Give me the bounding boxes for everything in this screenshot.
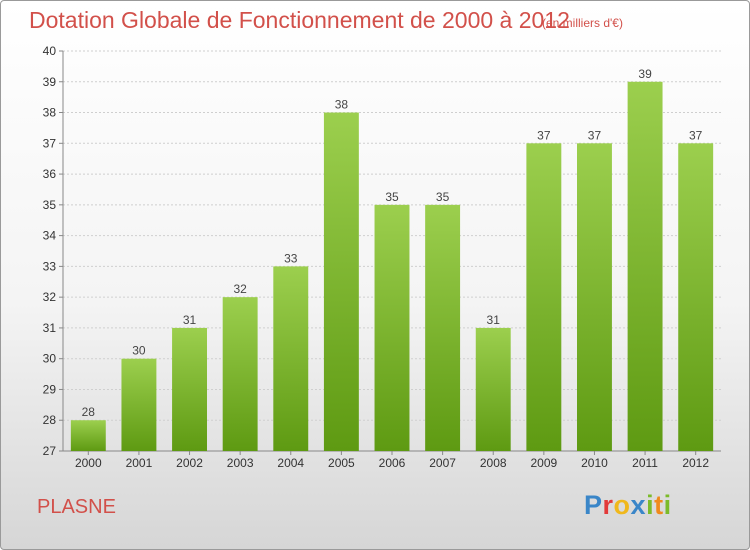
bar-value-label: 31 [183,313,197,327]
y-tick-label: 34 [43,229,57,243]
bar [374,204,410,451]
y-tick-label: 29 [43,382,57,396]
logo-letter: x [630,490,647,520]
y-tick-label: 37 [43,136,57,150]
bar-value-label: 37 [588,128,602,142]
bar [172,327,208,451]
y-tick-label: 28 [43,413,57,427]
bar-value-label: 28 [82,405,96,419]
x-tick-label: 2000 [75,456,102,470]
bar [526,143,562,452]
y-tick-label: 32 [43,290,57,304]
bar [222,297,258,451]
y-tick-label: 40 [43,44,57,58]
bar [627,81,663,452]
x-tick-label: 2010 [581,456,608,470]
bar-value-label: 37 [537,128,551,142]
bar [678,143,714,452]
chart-title: Dotation Globale de Fonctionnement de 20… [29,7,570,33]
bar-value-label: 39 [638,67,652,81]
bar-value-label: 37 [689,128,703,142]
logo-letter: i [663,490,672,520]
x-tick-label: 2005 [328,456,355,470]
commune-name: PLASNE [37,496,116,518]
x-tick-label: 2006 [379,456,406,470]
bar-value-label: 31 [487,313,501,327]
bar [425,204,461,451]
y-tick-label: 39 [43,75,57,89]
bar-value-label: 35 [436,190,450,204]
logo-letter: P [584,490,603,520]
logo-letter: t [654,490,664,520]
x-tick-label: 2012 [682,456,709,470]
bar-value-label: 35 [385,190,399,204]
bars: 28 30 31 32 33 38 35 35 31 37 37 39 37 [70,67,714,452]
x-tick-label: 2009 [530,456,557,470]
chart-unit: (en milliers d'€) [542,16,623,30]
y-tick-label: 35 [43,198,57,212]
axes: 27 28 29 30 31 32 33 34 35 36 37 38 39 40 2000 2001 2002… [43,44,721,470]
x-tick-label: 2007 [429,456,456,470]
bar-value-label: 30 [132,344,146,358]
bar [121,358,157,451]
x-tick-label: 2008 [480,456,507,470]
y-tick-label: 36 [43,167,57,181]
x-tick-label: 2002 [176,456,203,470]
y-tick-label: 31 [43,321,57,335]
bar [475,327,511,451]
x-tick-label: 2011 [632,456,658,470]
logo-letter: i [646,490,655,520]
logo-letter: r [602,490,614,520]
bar-value-label: 38 [335,98,349,112]
x-tick-label: 2004 [277,456,304,470]
y-tick-label: 38 [43,106,57,120]
x-tick-label: 2003 [227,456,254,470]
bar [70,420,106,451]
bar-value-label: 33 [284,251,298,265]
bar [273,266,309,451]
bar [576,143,612,452]
y-tick-label: 30 [43,352,57,366]
y-tick-label: 27 [43,444,57,458]
y-tick-label: 33 [43,259,57,273]
bar-value-label: 32 [233,282,247,296]
x-tick-label: 2001 [126,456,153,470]
logo-letter: o [613,490,631,520]
bar [323,112,359,452]
proxiti-logo: Proxiti [584,490,672,521]
